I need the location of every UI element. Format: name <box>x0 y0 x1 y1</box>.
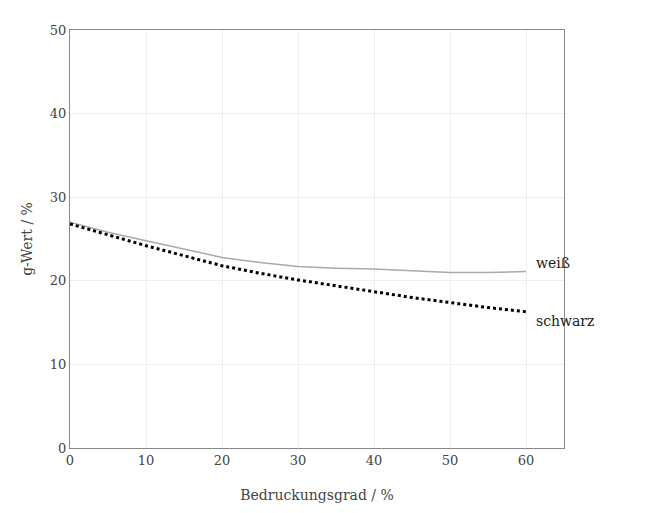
svg-text:60: 60 <box>518 453 535 468</box>
svg-text:30: 30 <box>290 453 307 468</box>
svg-text:50: 50 <box>442 453 459 468</box>
svg-text:20: 20 <box>50 273 67 288</box>
svg-text:40: 40 <box>50 106 67 121</box>
svg-text:0: 0 <box>66 453 74 468</box>
svg-text:10: 10 <box>50 357 67 372</box>
svg-text:g-Wert / %: g-Wert / % <box>19 202 35 276</box>
svg-text:10: 10 <box>138 453 155 468</box>
svg-text:50: 50 <box>50 23 67 38</box>
svg-text:Bedruckungsgrad / %: Bedruckungsgrad / % <box>240 487 394 503</box>
svg-text:20: 20 <box>214 453 231 468</box>
svg-text:0: 0 <box>58 441 66 456</box>
svg-text:weiß: weiß <box>536 255 570 271</box>
svg-text:40: 40 <box>366 453 383 468</box>
svg-text:30: 30 <box>50 190 67 205</box>
svg-text:schwarz: schwarz <box>536 313 594 329</box>
